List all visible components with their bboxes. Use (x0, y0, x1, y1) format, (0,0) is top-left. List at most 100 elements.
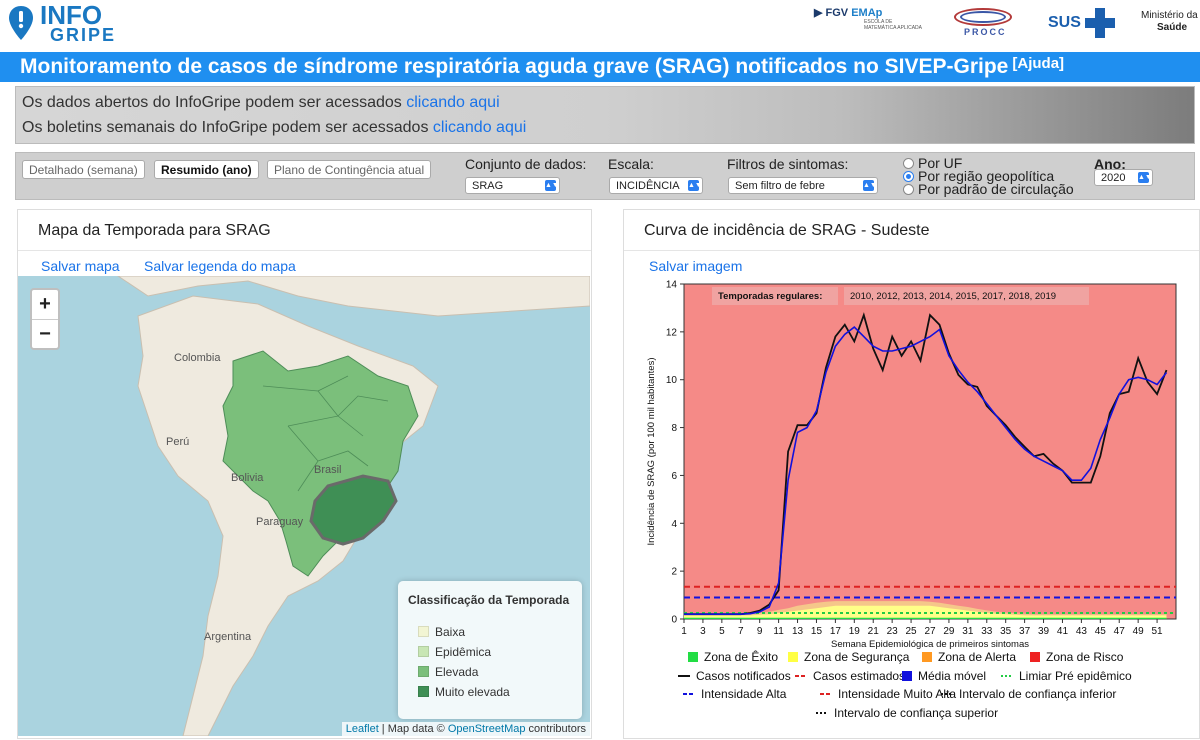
x-tick-label: 41 (1057, 626, 1069, 637)
radio-por-regiao[interactable]: Por região geopolítica (903, 168, 1054, 184)
radio-icon (903, 158, 914, 169)
help-link[interactable]: [Ajuda] (1012, 55, 1065, 72)
legend-swatch (788, 652, 798, 662)
dropdown-arrow-icon: ▲▼ (1138, 172, 1152, 183)
radio-icon (903, 184, 914, 195)
scale-select[interactable]: INCIDÊNCIA ▲▼ (609, 177, 703, 194)
dataset-select[interactable]: SRAG ▲▼ (465, 177, 560, 194)
x-tick-label: 43 (1076, 626, 1088, 637)
dataset-value: SRAG (472, 180, 504, 192)
legend-item-muito-elevada: Muito elevada (418, 685, 510, 699)
pin-icon (9, 6, 33, 40)
legend-swatch (418, 686, 429, 697)
zoom-control: + − (30, 288, 60, 350)
y-tick-label: 12 (666, 327, 678, 338)
y-tick-label: 8 (671, 423, 677, 434)
legend-label: Zona de Segurança (804, 650, 910, 664)
ministerio-line2: Saúde (1157, 22, 1188, 33)
divider (18, 250, 591, 251)
dataset-label: Conjunto de dados: (465, 156, 587, 172)
x-tick-label: 23 (887, 626, 899, 637)
tab-resumido[interactable]: Resumido (ano) (154, 160, 259, 179)
country-label-brasil: Brasil (314, 464, 342, 476)
bulletins-link[interactable]: clicando aqui (432, 119, 527, 136)
x-tick-label: 33 (981, 626, 993, 637)
x-tick-label: 31 (962, 626, 974, 637)
leaflet-link[interactable]: Leaflet (345, 723, 379, 735)
legend-label: Casos notificados (696, 669, 791, 683)
sus-logo: SUS (1048, 8, 1116, 38)
country-label-bolivia: Bolivia (231, 472, 264, 484)
y-tick-label: 4 (671, 519, 677, 530)
north-landmass (117, 276, 590, 317)
attribution-tail: contributors (525, 723, 586, 735)
map-legend: Classificação da Temporada Baixa Epidêmi… (398, 581, 582, 719)
annotation-value-box (844, 287, 1089, 305)
x-tick-label: 29 (943, 626, 955, 637)
open-data-text: Os dados abertos do InfoGripe podem ser … (22, 94, 407, 111)
bulletins-text: Os boletins semanais do InfoGripe podem … (22, 119, 433, 136)
fgv-text: FGV (825, 7, 849, 19)
infogripe-logo[interactable]: INFO GRIPE (8, 2, 118, 48)
zoom-out-button[interactable]: − (32, 319, 58, 348)
attribution-text: | Map data © (378, 723, 448, 735)
legend-item-elevada: Elevada (418, 665, 478, 679)
logo-text-bottom: GRIPE (50, 25, 117, 45)
legend-label: Zona de Êxito (704, 649, 778, 664)
emap-subtitle: ESCOLA DE MATEMÁTICA APLICADA (864, 19, 922, 31)
legend-label: Intervalo de confiança superior (834, 706, 998, 720)
x-tick-label: 5 (719, 626, 725, 637)
x-tick-label: 49 (1133, 626, 1145, 637)
x-tick-label: 1 (681, 626, 687, 637)
x-tick-label: 19 (849, 626, 861, 637)
dropdown-arrow-icon: ▲▼ (545, 180, 559, 191)
legend-swatch (418, 666, 429, 677)
map-panel-title: Mapa da Temporada para SRAG (38, 222, 271, 239)
legend-label: Intensidade Muito Alta (838, 687, 956, 701)
x-axis-label: Semana Epidemiológica de primeiros sinto… (831, 639, 1029, 650)
radio-por-uf[interactable]: Por UF (903, 155, 962, 171)
brazil-elevada-region[interactable] (222, 350, 419, 577)
sus-text: SUS (1048, 14, 1081, 31)
annotation-value: 2010, 2012, 2013, 2014, 2015, 2017, 2018… (850, 291, 1056, 302)
zoom-in-button[interactable]: + (39, 293, 51, 315)
save-image-link[interactable]: Salvar imagem (649, 258, 743, 274)
map-canvas (117, 276, 590, 736)
annotation-label: Temporadas regulares: (718, 291, 822, 302)
osm-link[interactable]: OpenStreetMap (447, 723, 526, 735)
open-data-info: Os dados abertos do InfoGripe podem ser … (15, 86, 1195, 144)
chart-panel-title: Curva de incidência de SRAG - Sudeste (644, 222, 930, 239)
x-tick-label: 47 (1114, 626, 1126, 637)
legend-label: Zona de Risco (1046, 650, 1124, 664)
y-tick-label: 6 (671, 471, 677, 482)
tab-detalhado[interactable]: Detalhado (semana) (22, 160, 145, 179)
map-legend-title: Classificação da Temporada (408, 593, 570, 607)
x-tick-label: 17 (830, 626, 842, 637)
legend-label: Zona de Alerta (938, 650, 1016, 664)
symptom-filter-label: Filtros de sintomas: (727, 156, 849, 172)
year-select[interactable]: 2020 ▲▼ (1094, 169, 1153, 186)
fgv-emap-logo: ▶ FGV EMAp ESCOLA DE MATEMÁTICA APLICADA (814, 6, 924, 31)
zone-area (684, 617, 1167, 619)
y-tick-label: 14 (666, 280, 678, 291)
legend-label: Média móvel (918, 669, 986, 683)
save-legend-link[interactable]: Salvar legenda do mapa (144, 258, 296, 274)
save-map-link[interactable]: Salvar mapa (41, 258, 120, 274)
symptom-filter-select[interactable]: Sem filtro de febre ▲▼ (728, 177, 878, 194)
controls-bar: Detalhado (semana) Resumido (ano) Plano … (15, 152, 1195, 200)
procc-logo: PROCC (950, 6, 1022, 37)
open-data-link[interactable]: clicando aqui (406, 94, 500, 111)
sudeste-muito-elevada-region[interactable] (309, 474, 398, 546)
x-tick-label: 51 (1152, 626, 1164, 637)
dropdown-arrow-icon: ▲▼ (688, 180, 702, 191)
legend-label: Intensidade Alta (701, 687, 787, 701)
x-tick-label: 7 (738, 626, 744, 637)
radio-por-padrao[interactable]: Por padrão de circulação (903, 181, 1074, 197)
x-tick-label: 39 (1038, 626, 1050, 637)
x-tick-label: 13 (792, 626, 804, 637)
legend-item-baixa: Baixa (418, 625, 465, 639)
x-tick-label: 25 (906, 626, 918, 637)
tab-plano-contingencia[interactable]: Plano de Contingência atual (267, 160, 432, 179)
page-title: Monitoramento de casos de síndrome respi… (20, 55, 1009, 78)
season-map[interactable]: Colombia Perú Bolivia Paraguay Argentina… (18, 276, 590, 736)
